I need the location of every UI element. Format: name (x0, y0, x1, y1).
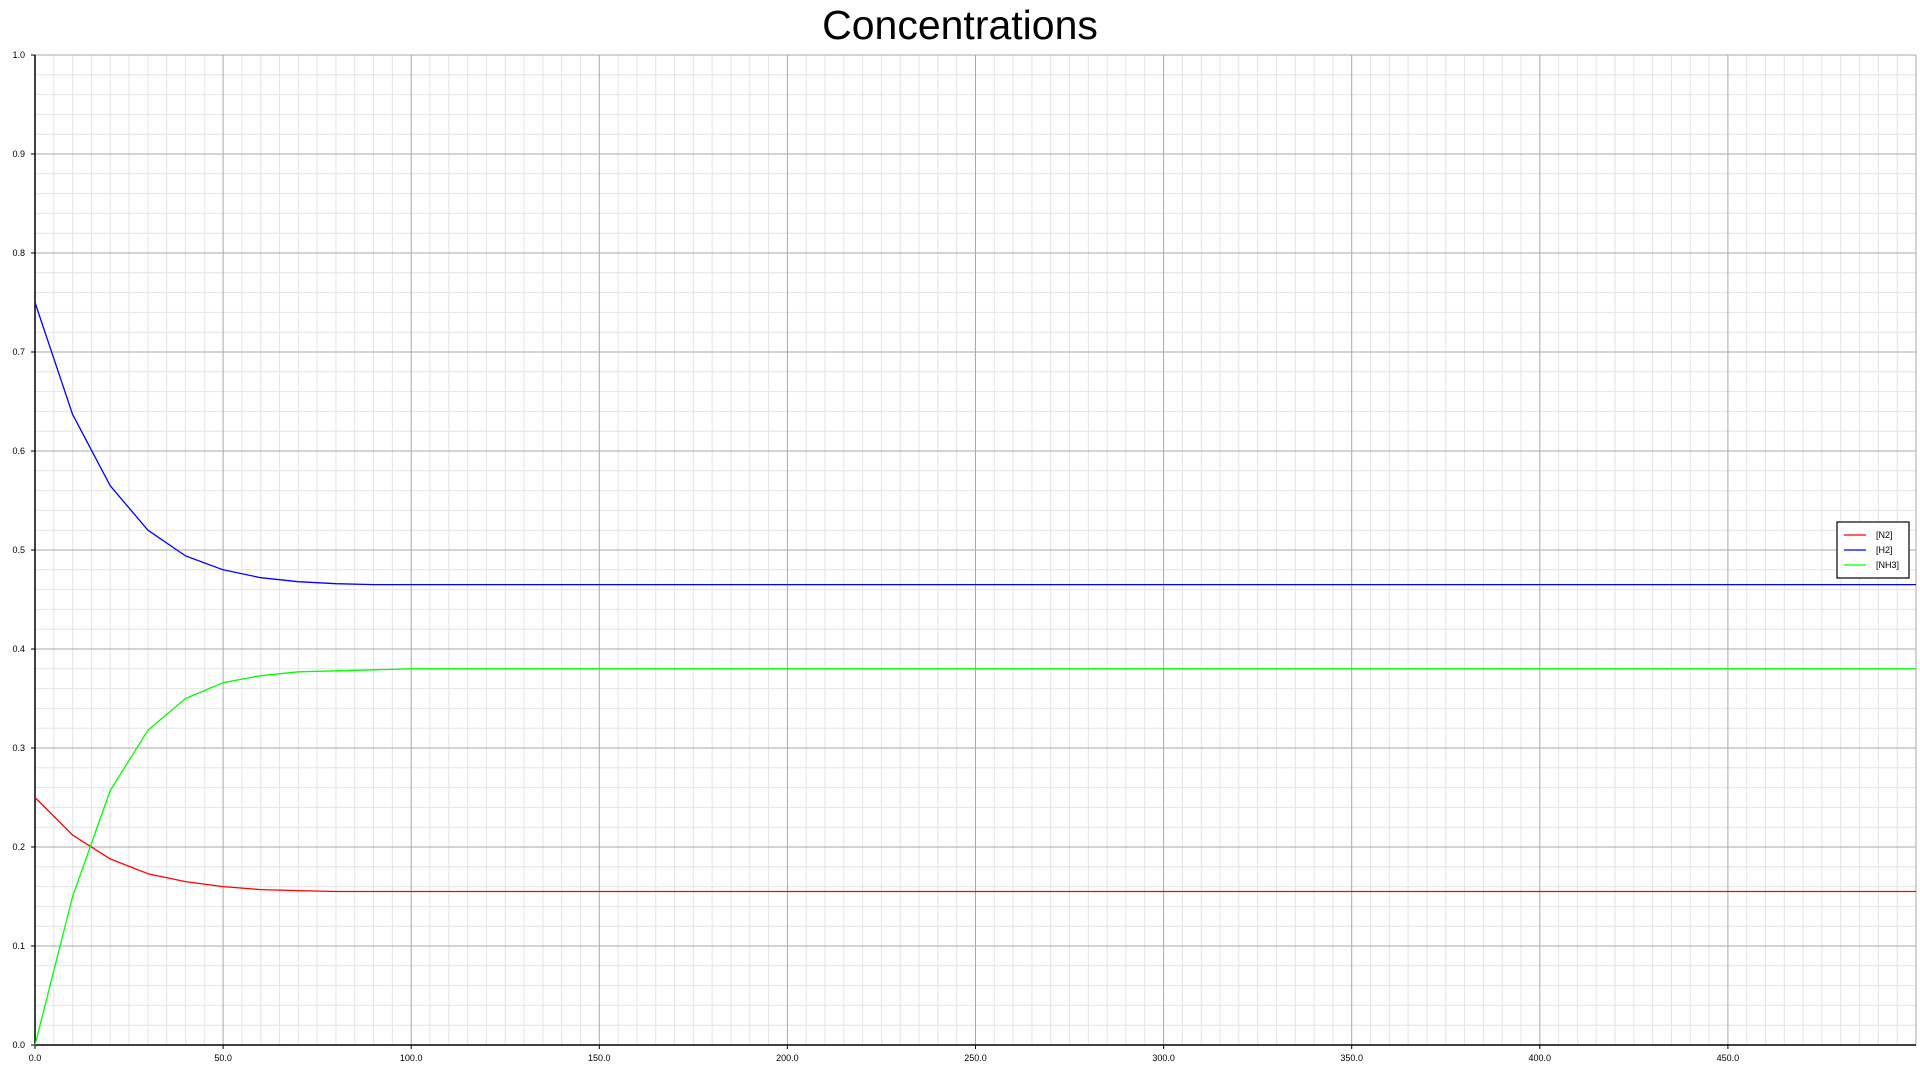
y-tick-label: 0.0 (12, 1040, 25, 1050)
y-tick-label: 0.9 (12, 149, 25, 159)
y-tick-label: 0.7 (12, 347, 25, 357)
legend-label-n2: [N2] (1876, 530, 1893, 540)
x-tick-label: 300.0 (1152, 1053, 1175, 1063)
series-line-n2 (34, 797, 1916, 893)
y-tick-label: 1.0 (12, 50, 25, 60)
x-tick-label: 50.0 (214, 1053, 232, 1063)
series-line-nh3 (34, 668, 1916, 1046)
series-lines (34, 302, 1916, 1046)
x-tick-label: 200.0 (776, 1053, 799, 1063)
legend: [N2] [H2] [NH3] (1836, 521, 1910, 579)
x-tick-label: 100.0 (400, 1053, 423, 1063)
x-tick-label: 450.0 (1717, 1053, 1740, 1063)
major-grid (35, 54, 1917, 1045)
x-tick-label: 400.0 (1529, 1053, 1552, 1063)
y-tick-label: 0.1 (12, 941, 25, 951)
y-tick-label: 0.4 (12, 644, 25, 654)
series-line-h2 (34, 302, 1916, 586)
y-tick-label: 0.2 (12, 842, 25, 852)
y-tick-label: 0.5 (12, 545, 25, 555)
x-axis-ticks: 0.0 50.0 100.0 150.0 200.0 250.0 300.0 350.0 400… (29, 1045, 1739, 1063)
y-axis-ticks: 0.0 0.1 0.2 0.3 0.4 0.5 0.6 0.7 0.8 0.9 1.0 (12, 50, 35, 1050)
x-tick-label: 0.0 (29, 1053, 42, 1063)
x-tick-label: 150.0 (588, 1053, 611, 1063)
x-tick-label: 250.0 (964, 1053, 987, 1063)
chart-title: Concentrations (822, 2, 1098, 48)
y-tick-label: 0.3 (12, 743, 25, 753)
x-tick-label: 350.0 (1340, 1053, 1363, 1063)
legend-label-h2: [H2] (1876, 545, 1893, 555)
y-tick-label: 0.6 (12, 446, 25, 456)
legend-label-nh3: [NH3] (1876, 560, 1899, 570)
y-tick-label: 0.8 (12, 248, 25, 258)
